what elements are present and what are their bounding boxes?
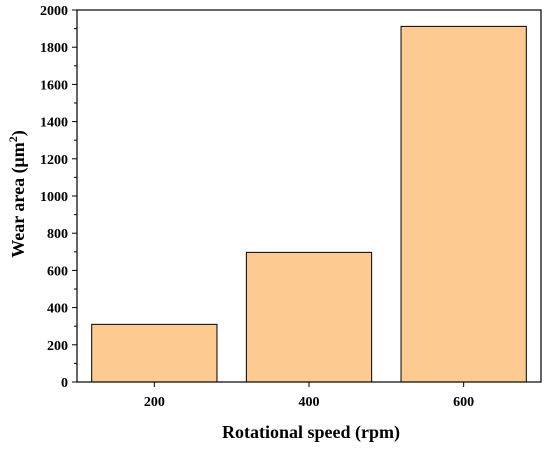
y-tick-label: 2000: [40, 4, 68, 19]
y-axis-title-close: ): [8, 130, 29, 136]
y-tick-label: 800: [47, 227, 68, 242]
y-tick-label: 1200: [40, 153, 68, 168]
y-tick-label: 0: [61, 376, 68, 391]
x-tick-label: 600: [453, 395, 474, 410]
x-tick-label: 200: [144, 395, 165, 410]
x-tick-label: 400: [299, 395, 320, 410]
y-tick-label: 1400: [40, 116, 68, 131]
x-axis-title: Rotational speed (rpm): [222, 422, 400, 443]
y-tick-label: 400: [47, 302, 68, 317]
y-tick-label: 1800: [40, 41, 68, 56]
y-axis-title-main: Wear area (μm: [8, 142, 29, 258]
bars-layer: [91, 25, 527, 383]
bar-600: [400, 25, 527, 383]
y-tick-label: 200: [47, 339, 68, 354]
y-tick-label: 1000: [40, 190, 68, 205]
bar-200: [91, 323, 218, 383]
bar-400: [245, 251, 373, 383]
y-tick-label: 600: [47, 264, 68, 279]
axes-layer: 200 400 600 0 200 400 600 800 1000 1200 1400 1600 18…: [40, 4, 542, 410]
y-tick-label: 1600: [40, 78, 68, 93]
y-axis-title-superscript: 2: [6, 136, 20, 142]
y-axis-title: Wear area (μm2): [6, 130, 29, 258]
